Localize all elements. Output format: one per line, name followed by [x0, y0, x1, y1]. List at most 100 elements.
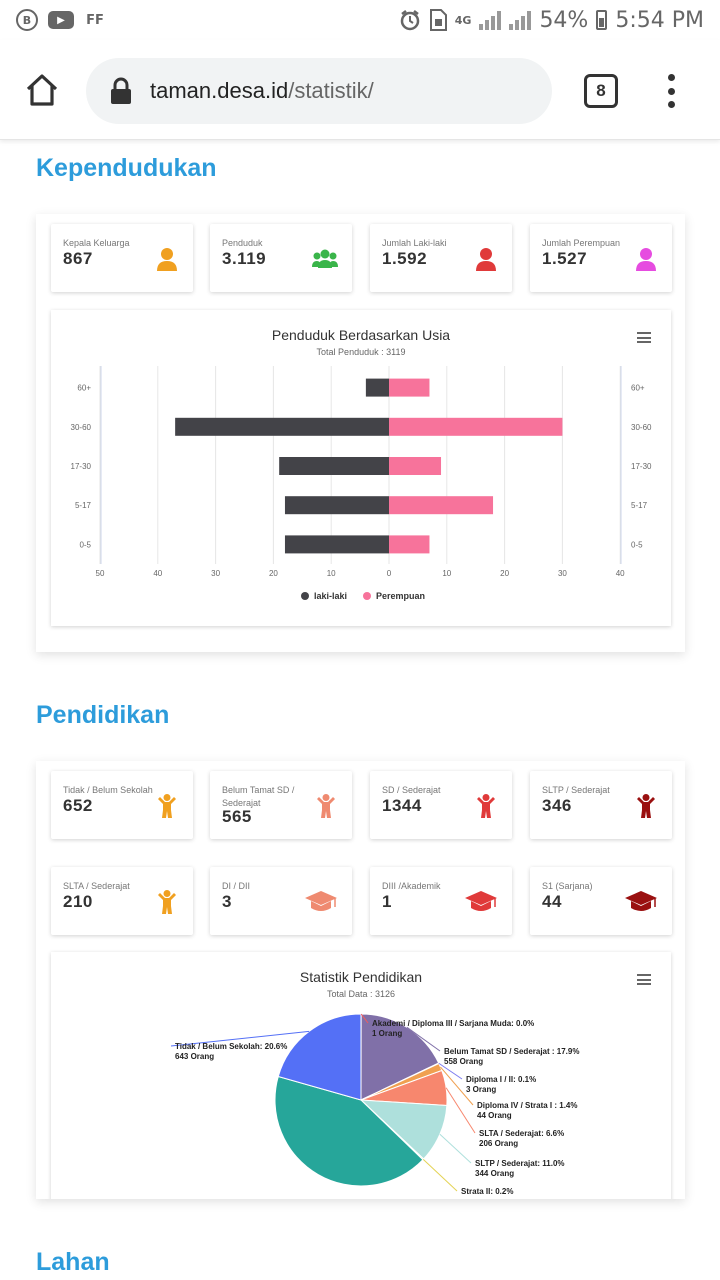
child-icon — [637, 794, 655, 818]
pie-label: Diploma IV / Strata I : 1.4% — [477, 1101, 577, 1110]
stat-card-kepala-keluarga: Kepala Keluarga 867 — [51, 224, 193, 292]
card-value: 1.592 — [382, 249, 428, 268]
card-value: 44 — [542, 892, 562, 911]
card-label: SLTA / Sederajat — [63, 881, 130, 891]
bar-perempuan — [389, 496, 494, 515]
y-tick-label: 5-17 — [631, 501, 648, 510]
card-value: 3 — [222, 892, 232, 911]
legend-item: Perempuan — [376, 591, 425, 601]
card-label: Jumlah Laki-laki — [382, 238, 447, 248]
ff-icon: FF — [86, 12, 104, 28]
pendidikan-panel: Tidak / Belum Sekolah 652 Belum Tamat SD /… — [36, 761, 685, 1199]
y-tick-label: 60+ — [77, 384, 91, 393]
user-icon — [157, 248, 177, 271]
url-path: /statistik/ — [288, 78, 374, 103]
pie-connector — [422, 1158, 458, 1192]
legend-marker — [301, 592, 309, 600]
card-label: S1 (Sarjana) — [542, 881, 593, 891]
y-tick-label: 0-5 — [79, 540, 91, 549]
card-label: DIII /Akademik — [382, 881, 441, 891]
card-label: Tidak / Belum Sekolah — [63, 785, 153, 795]
pie-label: Belum Tamat SD / Sederajat : 17.9% — [444, 1047, 579, 1056]
stat-card-pendidikan: Tidak / Belum Sekolah 652 — [51, 771, 193, 839]
x-tick-label: 40 — [616, 569, 625, 578]
age-pyramid-chart: Penduduk Berdasarkan Usia Total Penduduk… — [51, 310, 671, 626]
url-domain: taman.desa.id — [150, 78, 289, 103]
child-icon — [158, 890, 176, 914]
child-icon — [317, 794, 335, 818]
card-value: 1344 — [382, 796, 422, 815]
pie-connector — [170, 1030, 310, 1047]
pie-label: SLTP / Sederajat: 11.0% — [475, 1159, 565, 1168]
bar-perempuan — [389, 535, 430, 554]
y-tick-label: 0-5 — [631, 540, 643, 549]
alarm-icon — [400, 10, 419, 31]
pie-connector — [438, 1062, 463, 1080]
education-pie-chart: Statistik Pendidikan Total Data : 3126 A… — [51, 952, 671, 1199]
card-value: 565 — [222, 807, 252, 826]
bar-laki-laki — [284, 535, 389, 554]
card-label: Penduduk — [222, 238, 263, 248]
graduation-cap-icon — [305, 891, 337, 911]
user-icon — [636, 248, 656, 271]
b-icon: B — [16, 9, 38, 31]
x-tick-label: 40 — [153, 569, 162, 578]
chart-subtitle: Total Penduduk : 3119 — [316, 347, 406, 357]
browser-toolbar: taman.desa.id/statistik/ 8 — [0, 40, 720, 140]
child-icon — [158, 794, 176, 818]
users-icon — [312, 249, 338, 268]
status-bar: B ▶ FF 4G 54% 5:54 PM — [0, 0, 720, 40]
stat-card-pendidikan: SLTP / Sederajat 346 — [530, 771, 672, 839]
y-tick-label: 30-60 — [631, 423, 652, 432]
signal-icon — [479, 10, 502, 30]
bar-laki-laki — [365, 378, 389, 397]
card-label: SLTP / Sederajat — [542, 785, 610, 795]
pie-count-label: 3 Orang — [466, 1085, 496, 1094]
bar-laki-laki — [175, 417, 389, 436]
lock-icon — [111, 77, 131, 104]
sim-icon — [429, 9, 447, 31]
stat-card-laki-laki: Jumlah Laki-laki 1.592 — [370, 224, 512, 292]
section-title-lahan: Lahan — [36, 1248, 110, 1276]
x-tick-label: 30 — [558, 569, 567, 578]
signal-icon-2 — [509, 10, 532, 30]
chart-subtitle: Total Data : 3126 — [326, 989, 396, 999]
youtube-icon: ▶ — [48, 11, 74, 29]
url-bar[interactable]: taman.desa.id/statistik/ — [86, 58, 552, 124]
card-label: Kepala Keluarga — [63, 238, 130, 248]
battery-icon — [596, 10, 608, 30]
pie-label: SLTA / Sederajat: 6.6% — [479, 1129, 564, 1138]
home-icon[interactable] — [24, 72, 60, 108]
stat-card-penduduk: Penduduk 3.119 — [210, 224, 352, 292]
child-icon — [477, 794, 495, 818]
chart-menu-icon[interactable] — [637, 332, 651, 343]
more-menu-icon[interactable] — [664, 74, 678, 108]
pie-connector — [440, 1066, 474, 1106]
card-label: Jumlah Perempuan — [542, 238, 621, 248]
pie-count-label: 558 Orang — [444, 1057, 483, 1066]
pie-connector — [445, 1087, 476, 1134]
y-tick-label: 30-60 — [71, 423, 92, 432]
section-title-kependudukan: Kependudukan — [36, 154, 217, 182]
battery-percent: 54% — [539, 7, 589, 33]
tab-switcher-button[interactable]: 8 — [584, 74, 618, 108]
pie-connector — [406, 1026, 441, 1052]
pie-label: Akademi / Diploma III / Sarjana Muda: 0.… — [372, 1019, 534, 1028]
card-value: 1 — [382, 892, 392, 911]
pie-plot: Akademi / Diploma III / Sarjana Muda: 0.… — [170, 1013, 579, 1196]
pie-connector — [360, 1013, 369, 1024]
stat-card-pendidikan: DI / DII 3 — [210, 867, 352, 935]
card-label: SD / Sederajat — [382, 785, 441, 795]
card-value: 210 — [63, 892, 93, 911]
chart-menu-icon[interactable] — [637, 974, 651, 985]
url-text[interactable]: taman.desa.id/statistik/ — [150, 78, 374, 104]
card-value: 3.119 — [222, 249, 267, 268]
graduation-cap-icon — [465, 891, 497, 911]
bar-perempuan — [389, 378, 430, 397]
pie-connector — [439, 1133, 472, 1164]
y-tick-label: 5-17 — [75, 501, 92, 510]
stat-card-pendidikan: S1 (Sarjana) 44 — [530, 867, 672, 935]
user-icon — [476, 248, 496, 271]
bar-laki-laki — [279, 457, 389, 475]
pie-count-label: 643 Orang — [175, 1052, 214, 1061]
